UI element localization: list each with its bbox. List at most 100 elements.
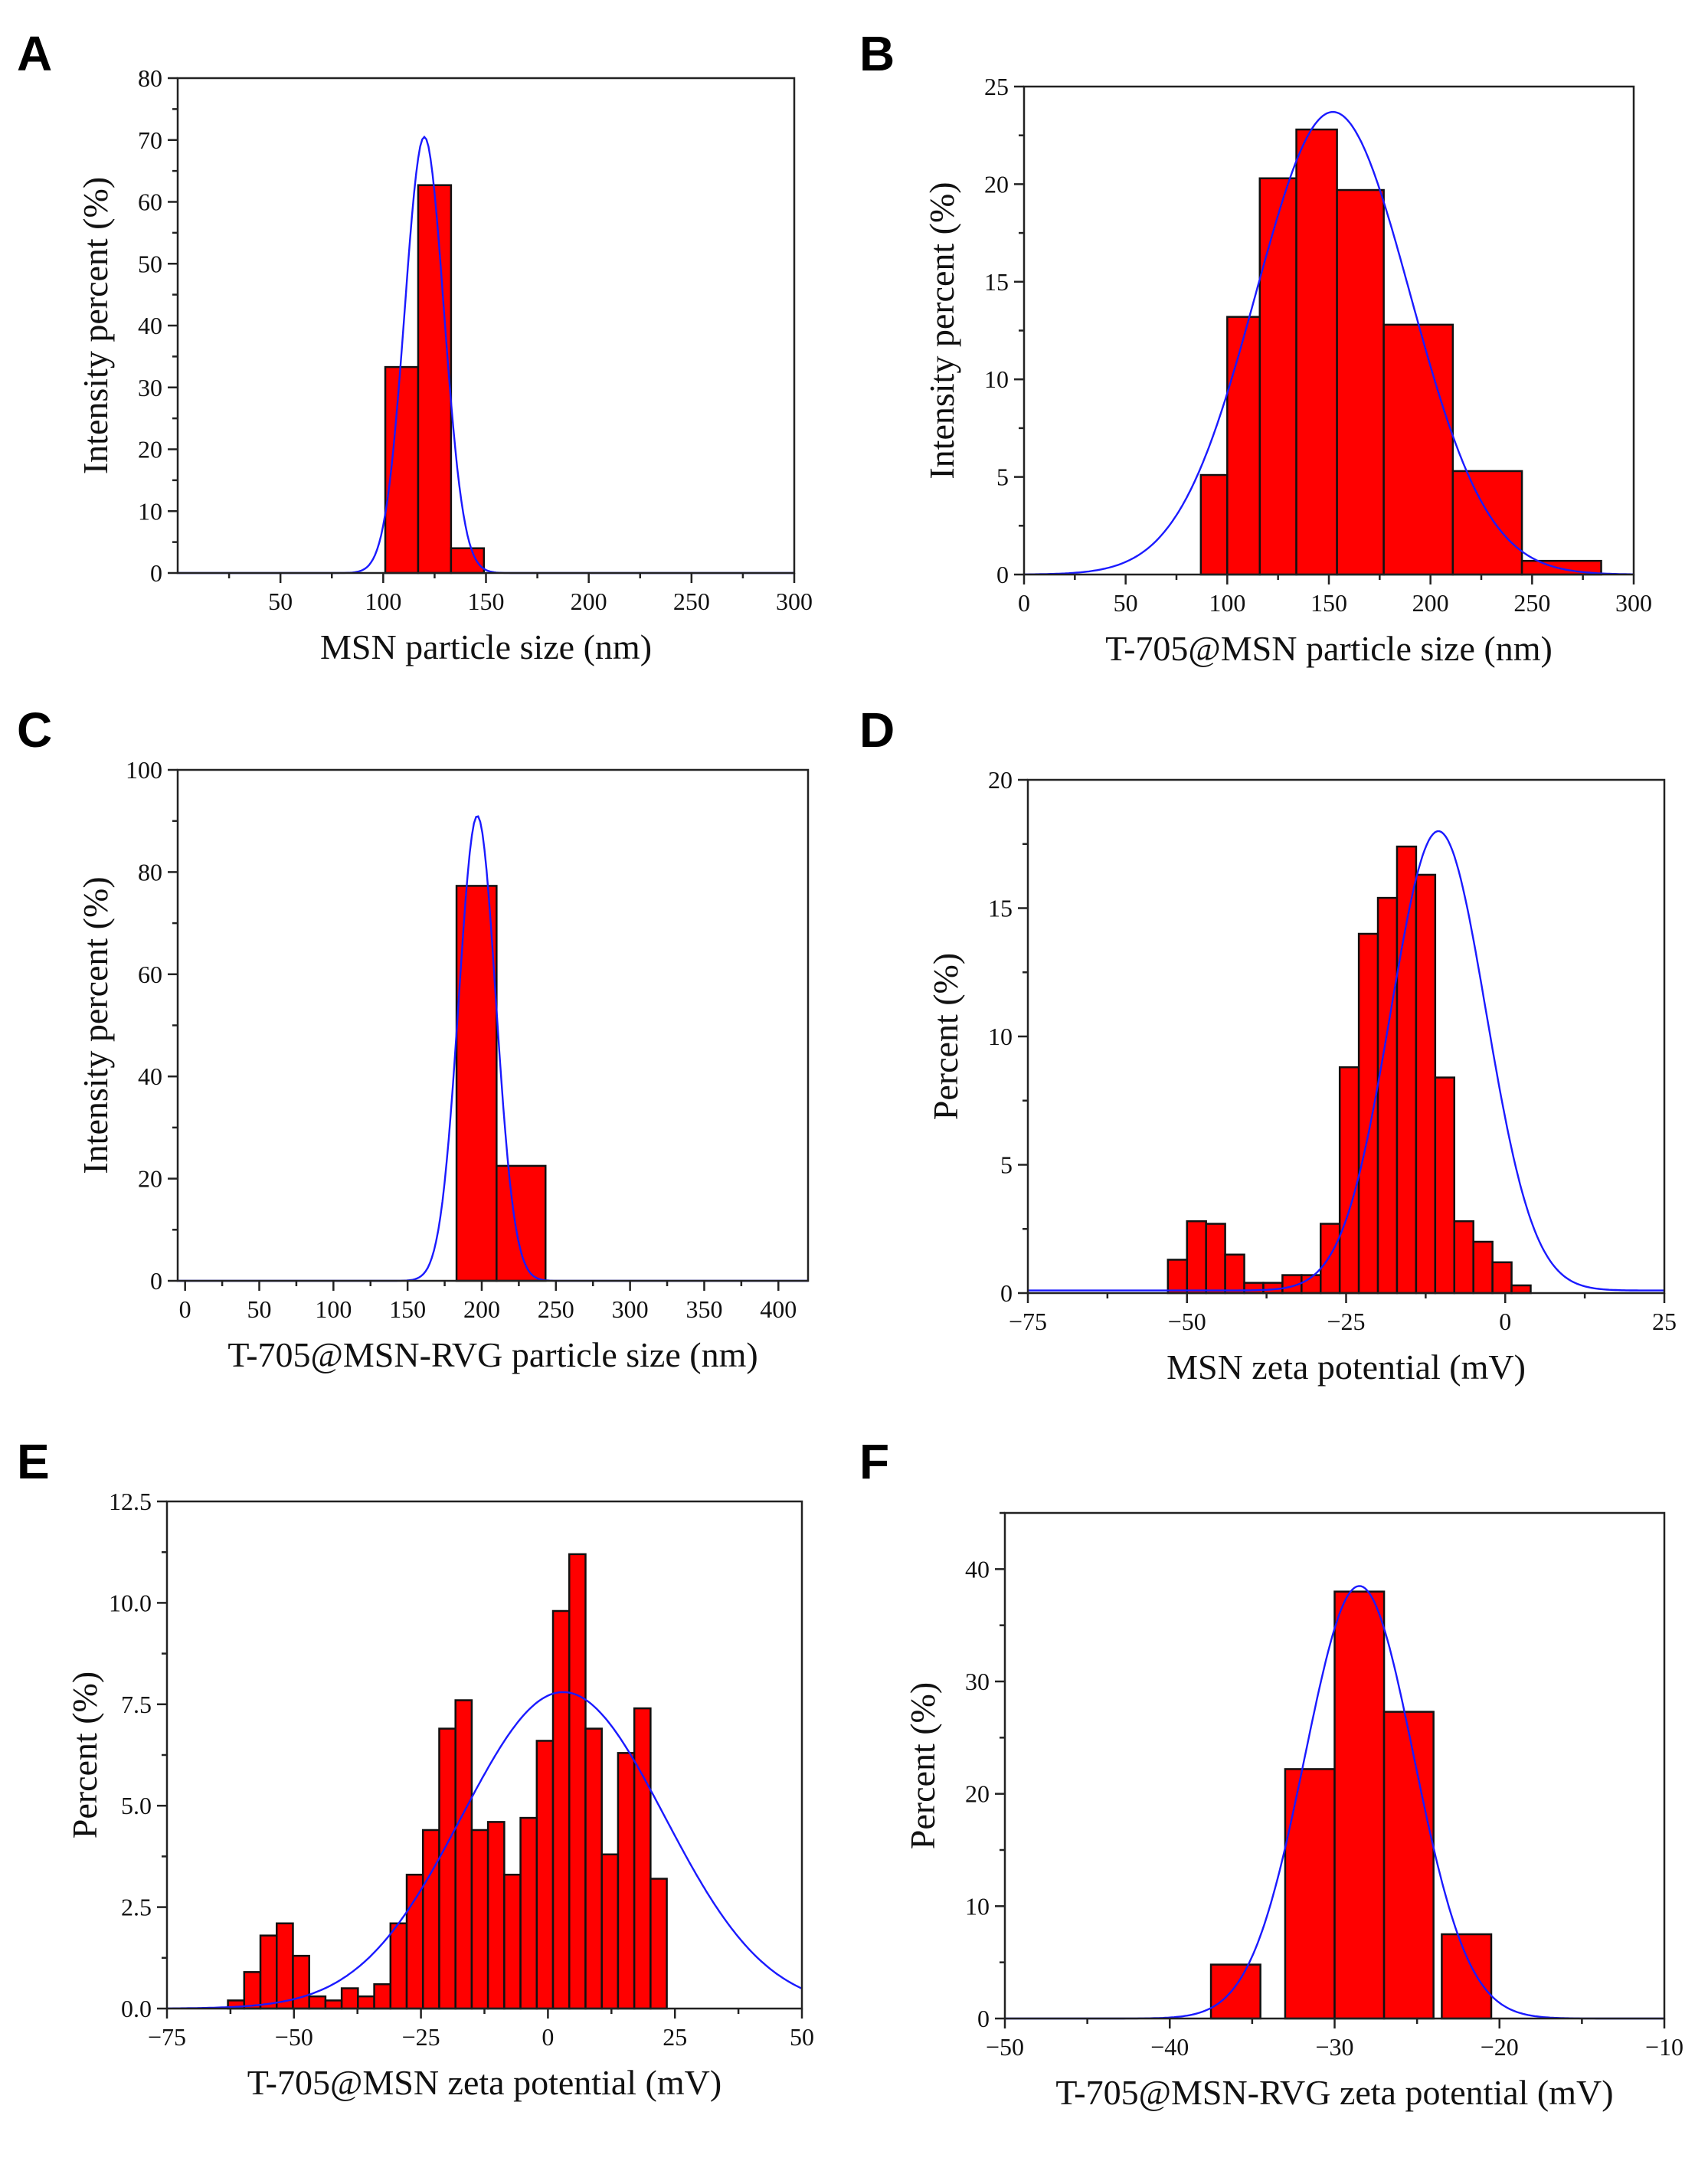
histogram-bar: [384, 365, 420, 575]
panel-c: C 0 50 100 150 200 250 300 350 400 0 20 40 60 80 100 T-7…: [17, 702, 810, 1374]
y-tick-label: 30: [138, 374, 162, 401]
histogram-bar: [1209, 1963, 1261, 2020]
histogram-bar: [1376, 896, 1399, 1295]
plot-frame: [176, 77, 796, 575]
x-tick-label: 0: [542, 2023, 554, 2051]
panel-letter: C: [17, 702, 52, 758]
histogram-bar: [450, 547, 486, 575]
gaussian-fit-line: [178, 135, 794, 575]
histogram-bar: [1336, 188, 1385, 576]
histogram-bar: [1199, 473, 1229, 576]
x-tick-label: 150: [1310, 589, 1347, 617]
panel-a: A 50 100 150 200 250 300 0 10 20 30 40 50 60 70 80 MSN p…: [17, 26, 813, 666]
histogram-bar: [519, 1816, 538, 2010]
panel-letter: E: [17, 1434, 50, 1489]
histogram-bar: [324, 1999, 343, 2010]
histogram-bar: [1396, 845, 1418, 1295]
x-tick-label: 300: [776, 588, 813, 615]
y-tick-label: 20: [984, 170, 1009, 198]
histogram-bar: [1415, 873, 1437, 1295]
y-tick-label: 80: [138, 858, 162, 886]
x-axis-title: T-705@MSN-RVG particle size (nm): [227, 1335, 757, 1374]
histogram-bar: [373, 1983, 392, 2010]
y-tick-label: 0: [996, 561, 1009, 588]
x-tick-label: −75: [148, 2023, 186, 2051]
x-tick-label: 300: [612, 1295, 649, 1323]
histogram-bar: [438, 1727, 456, 2010]
histogram-bar: [600, 1853, 620, 2010]
histogram-bar: [243, 1971, 262, 2010]
y-tick-label: 0: [150, 1267, 162, 1295]
x-tick-label: 200: [1412, 589, 1449, 617]
x-tick-label: −50: [275, 2023, 313, 2051]
histogram-bar: [649, 1878, 668, 2010]
histogram-bar: [1226, 316, 1261, 576]
x-tick-label: 200: [463, 1295, 500, 1323]
x-tick-label: 150: [389, 1295, 426, 1323]
y-tick-label: 70: [138, 126, 162, 154]
gaussian-fit-line: [167, 1691, 803, 2009]
histogram-bar: [1224, 1253, 1245, 1295]
y-tick-label: 0: [150, 559, 162, 587]
y-tick-label: 80: [138, 64, 162, 92]
panel-letter: F: [859, 1434, 889, 1489]
histogram-bar: [405, 1873, 424, 2010]
x-axis-title: T-705@MSN-RVG zeta potential (mV): [1055, 2073, 1613, 2112]
y-tick-label: 5: [996, 463, 1009, 491]
histogram-bar: [389, 1922, 408, 2010]
histogram-bar: [1382, 323, 1454, 576]
histogram-bar: [617, 1752, 636, 2010]
histogram-bar: [1510, 1284, 1532, 1295]
y-tick-label: 0: [1000, 1279, 1013, 1307]
histogram-bar: [535, 1740, 555, 2010]
panel-d: D −75 −50 −25 0 25 0 5 10 15 20 MSN zeta potential …: [859, 702, 1677, 1387]
panel-e: E −75 −50 −25 0 25 50 0.0 2.5 5.0 7.5 10.0 12.5 T-705…: [17, 1434, 814, 2102]
y-tick-label: 25: [984, 73, 1009, 100]
panel-letter: B: [859, 26, 895, 81]
x-tick-label: 400: [760, 1295, 797, 1323]
x-tick-label: −25: [1327, 1308, 1365, 1335]
histogram-bar: [455, 885, 498, 1282]
x-tick-label: 100: [365, 588, 401, 615]
histogram-bar: [259, 1934, 278, 2010]
x-tick-label: −40: [1150, 2033, 1189, 2061]
x-tick-label: 50: [790, 2023, 814, 2051]
y-tick-label: 5: [1000, 1151, 1013, 1179]
y-tick-label: 10.0: [109, 1589, 152, 1616]
y-tick-label: 20: [138, 1165, 162, 1193]
y-axis-title: Intensity percent (%): [76, 876, 115, 1174]
x-tick-label: −25: [402, 2023, 440, 2051]
x-tick-label: 250: [1513, 589, 1550, 617]
y-tick-label: 10: [965, 1892, 990, 1920]
histogram-bar: [357, 1995, 375, 2010]
y-tick-label: 40: [138, 312, 162, 339]
y-tick-label: 20: [988, 766, 1013, 794]
y-tick-label: 40: [965, 1555, 990, 1583]
y-axis-title: Intensity percent (%): [76, 177, 115, 474]
x-axis-title: T-705@MSN particle size (nm): [1105, 629, 1553, 668]
histogram-bar: [1295, 128, 1338, 576]
panel-letter: D: [859, 702, 895, 758]
x-tick-label: 300: [1615, 589, 1652, 617]
x-tick-label: 200: [571, 588, 607, 615]
y-tick-label: 30: [965, 1668, 990, 1695]
x-tick-label: 0: [1018, 589, 1030, 617]
y-tick-label: 15: [988, 895, 1013, 922]
x-tick-label: 250: [673, 588, 710, 615]
histogram-bar: [1284, 1768, 1336, 2020]
x-tick-label: 350: [685, 1295, 722, 1323]
y-tick-label: 10: [138, 497, 162, 525]
histogram-bar: [1333, 1590, 1386, 2020]
x-tick-label: 0: [179, 1295, 191, 1323]
x-tick-label: −75: [1009, 1308, 1047, 1335]
panel-letter: A: [17, 26, 52, 81]
x-tick-label: 100: [315, 1295, 352, 1323]
x-axis-title: T-705@MSN zeta potential (mV): [247, 2063, 721, 2102]
histogram-bar: [496, 1164, 547, 1282]
y-tick-label: 0.0: [121, 1995, 152, 2022]
x-tick-label: −50: [1168, 1308, 1206, 1335]
histogram-bar: [1451, 470, 1523, 576]
histogram-bar: [308, 1995, 327, 2010]
histogram-bar: [486, 1821, 506, 2010]
